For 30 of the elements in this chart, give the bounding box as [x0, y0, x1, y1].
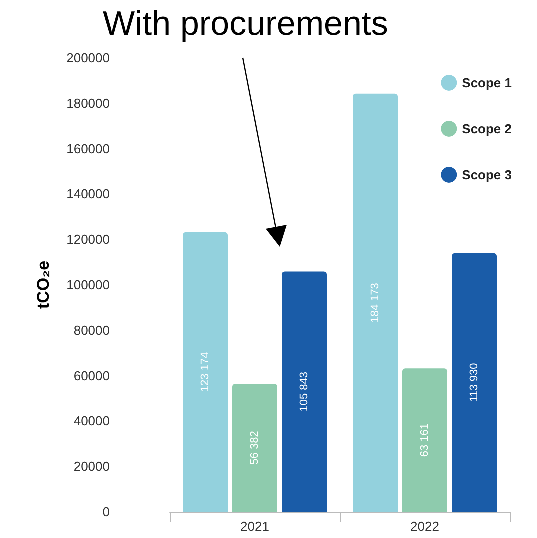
y-tick-label: 80000 [74, 322, 110, 338]
legend-label: Scope 2 [462, 122, 512, 136]
data-label: 184 173 [370, 283, 382, 323]
y-tick-label: 60000 [74, 368, 110, 384]
y-tick-label: 0 [102, 504, 110, 520]
chart-title: With procurements [103, 5, 388, 43]
data-label: 63 161 [419, 423, 431, 458]
y-tick-label: 140000 [66, 186, 110, 202]
x-tick-label: 2022 [410, 519, 440, 534]
bar [452, 253, 497, 512]
y-tick-label: 20000 [74, 459, 110, 474]
data-label: 113 930 [468, 363, 480, 402]
data-label: 123 174 [200, 352, 212, 392]
y-tick-label: 100000 [66, 278, 110, 292]
bar [282, 272, 327, 512]
bar [183, 232, 228, 512]
legend-label: Scope 1 [462, 76, 512, 90]
y-axis-title: tCO₂e [34, 260, 53, 310]
bar [353, 94, 398, 512]
y-tick-label: 120000 [66, 232, 110, 248]
x-tick-label: 2021 [240, 519, 270, 534]
y-tick-label: 160000 [66, 141, 110, 156]
data-label: 56 382 [249, 431, 261, 465]
bar [402, 368, 448, 512]
y-tick-label: 40000 [74, 414, 110, 429]
data-label: 105 843 [298, 372, 310, 412]
legend-label: Scope 3 [462, 168, 512, 182]
bar [232, 384, 278, 512]
y-tick-label: 180000 [66, 96, 110, 111]
y-tick-label: 200000 [66, 50, 110, 66]
